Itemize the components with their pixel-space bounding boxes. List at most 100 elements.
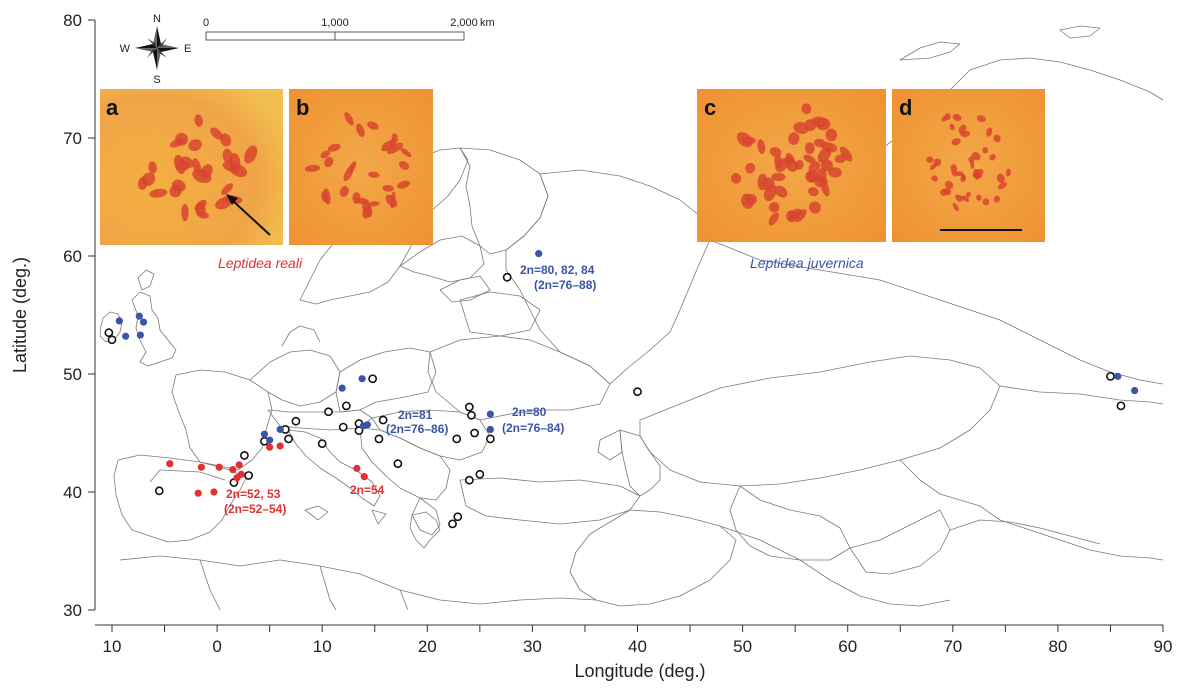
unassigned-point: [244, 471, 254, 480]
scale-label-2000: 2,000: [450, 17, 478, 29]
compass-w: W: [120, 43, 131, 55]
annotation-balkan-line1: 2n=81: [398, 408, 433, 422]
chromosome-spot: [820, 180, 830, 197]
unassigned-point: [341, 401, 351, 411]
juvernica-point: [122, 332, 130, 340]
chromosome-spot: [771, 172, 786, 182]
reali-point: [276, 442, 284, 450]
unassigned-point: [448, 519, 457, 529]
chromosome-spot: [982, 147, 989, 154]
chromosome-spot: [769, 147, 782, 158]
unassigned-point: [240, 451, 249, 460]
chromosome-spot: [989, 154, 996, 161]
arrow-head-icon: [226, 194, 238, 205]
unassigned-point: [374, 434, 384, 444]
chromosome-spot: [220, 133, 232, 147]
annotation-russia-line2: (2n=76–88): [534, 278, 596, 292]
chromosome-spot: [997, 182, 1007, 190]
x-tick-label: 90: [1154, 637, 1173, 656]
chromosome-spot: [816, 168, 827, 183]
juvernica-point: [115, 317, 123, 325]
scale-unit: km: [480, 17, 495, 29]
arrow-line: [231, 199, 271, 236]
compass-n: N: [153, 13, 161, 25]
chromosome-spot: [788, 208, 803, 220]
x-axis-title: Longitude (deg.): [574, 661, 705, 681]
unassigned-point: [317, 439, 327, 449]
unassigned-point: [338, 422, 348, 432]
chromosome-spot: [389, 138, 396, 150]
chromosome-spot: [221, 183, 234, 195]
chromosome-spot: [926, 156, 934, 163]
unassigned-point: [284, 434, 293, 444]
chromosome-spot: [327, 143, 341, 152]
chromosome-spot: [324, 156, 334, 168]
chromosome-spot: [149, 188, 168, 198]
y-tick-label: 60: [63, 247, 82, 266]
x-tick-label: 10: [103, 637, 122, 656]
chromosome-spot: [993, 134, 1001, 143]
chromosome-spot: [367, 121, 379, 130]
panel-letter-d: d: [899, 95, 912, 120]
juvernica-point: [276, 425, 284, 434]
unassigned-point: [452, 434, 462, 444]
panel-letter-c: c: [704, 95, 716, 120]
unassigned-point: [467, 410, 476, 420]
x-tick-label: 20: [418, 637, 437, 656]
unassigned-point: [378, 415, 388, 425]
unassigned-point: [485, 434, 495, 444]
scale-label-1000: 1,000: [321, 17, 349, 29]
chromosome-spot: [813, 138, 826, 148]
annotation-spain-line1: 2n=52, 53: [226, 487, 281, 501]
juvernica-point: [1131, 386, 1139, 395]
chromosome-spot: [768, 212, 779, 226]
chromosome-spots-a: [137, 114, 258, 222]
chromosome-spot: [808, 161, 821, 173]
chromosome-spot: [745, 162, 756, 174]
chromosome-spot: [931, 175, 938, 182]
chromosome-spot: [398, 161, 410, 170]
reali-point: [166, 460, 174, 468]
reali-point: [266, 443, 274, 451]
chromosome-spot: [400, 147, 412, 158]
reali-point: [353, 464, 361, 472]
reali-point: [235, 461, 243, 469]
juvernica-point: [135, 312, 143, 320]
karyotype-panel-c: c: [697, 89, 886, 242]
unassigned-point: [1106, 371, 1115, 381]
x-tick-label: 30: [523, 637, 542, 656]
chromosome-spot: [817, 147, 832, 163]
reali-point: [233, 474, 241, 482]
unassigned-point: [453, 512, 463, 522]
compass-s: S: [153, 74, 160, 86]
y-tick-label: 80: [63, 11, 82, 30]
chromosome-spot: [192, 158, 202, 175]
unassigned-point: [104, 328, 114, 338]
annotation-italy: 2n=54: [350, 483, 385, 497]
reali-point: [360, 473, 368, 481]
chromosome-spot: [809, 201, 821, 214]
chromosome-spot: [368, 171, 380, 178]
chromosome-spot: [304, 164, 321, 172]
juvernica-point: [260, 430, 268, 438]
chromosome-spots-c: [731, 103, 853, 226]
reali-point: [197, 463, 205, 471]
chromosome-spot: [801, 103, 812, 115]
y-tick-label: 70: [63, 129, 82, 148]
chromosome-spot: [795, 159, 804, 170]
chromosome-spot: [944, 180, 954, 189]
chromosome-spot: [321, 191, 328, 203]
unassigned-point: [475, 469, 485, 479]
chromosome-spot: [960, 130, 971, 138]
annotation-russia-line1: 2n=80, 82, 84: [520, 263, 595, 277]
scale-label-0: 0: [203, 17, 209, 29]
chromosome-spot: [244, 145, 258, 164]
chromosome-spot: [188, 139, 202, 152]
plot-axes: 30 40 50 60 70 80 10 0 10 20 30 40 50 60 70 80 90 Longi…: [10, 11, 1172, 681]
chromosome-spot: [386, 142, 404, 155]
chromosome-spot: [805, 171, 816, 183]
chromosome-spot: [194, 199, 207, 212]
juvernica-point: [486, 410, 494, 418]
reali-point: [215, 463, 223, 471]
